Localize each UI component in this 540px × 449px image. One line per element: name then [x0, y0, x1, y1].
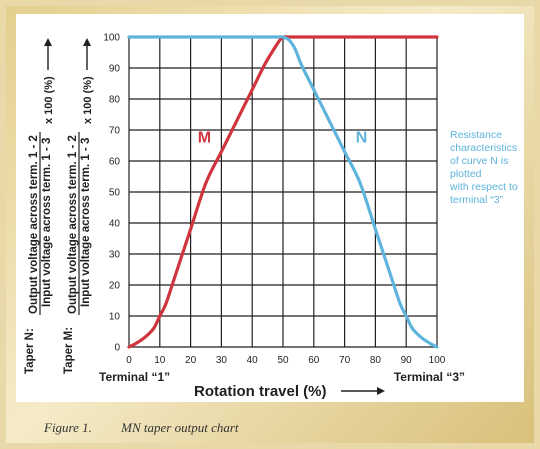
x-tick-label: 30 [216, 355, 228, 366]
y-tick-label: 100 [103, 33, 120, 44]
y-axis-label-taper-m: Taper M: Output voltage across term. 1 - … [63, 38, 94, 374]
x-tick-label: 100 [429, 355, 446, 366]
x-tick-label: 50 [277, 355, 289, 366]
y-tick-label: 50 [109, 188, 121, 199]
y-label-denominator: Input voltage across term. 1 - 3 [80, 138, 92, 307]
caption-title: MN taper output chart [121, 420, 239, 435]
y-tick-label: 90 [109, 64, 121, 75]
annotation-line: plotted [450, 168, 482, 180]
caption-figure-number: Figure 1. [44, 420, 92, 435]
annotation-line: Resistance [450, 129, 502, 141]
series-n-line [127, 35, 439, 349]
terminal-3-label: Terminal “3” [394, 370, 465, 384]
y-tick-label: 20 [109, 281, 121, 292]
y-axis-label-taper-n: Taper N: Output voltage across term. 1 - … [24, 38, 55, 374]
y-label-numerator: Output voltage across term. 1 - 2 [67, 135, 79, 314]
annotation-line: terminal “3” [450, 194, 504, 206]
figure-caption: Figure 1. MN taper output chart [44, 420, 239, 436]
x-tick-label: 80 [370, 355, 382, 366]
y-axis-arrowhead [83, 38, 91, 46]
x-tick-label: 20 [185, 355, 197, 366]
series-m-line [127, 35, 439, 349]
y-tick-label: 10 [109, 312, 121, 323]
y-label-suffix: x 100 (%) [43, 76, 55, 124]
y-label-numerator: Output voltage across term. 1 - 2 [28, 135, 40, 314]
series-m-label: M [198, 129, 211, 146]
y-tick-label: 0 [114, 343, 120, 354]
x-axis-title: Rotation travel (%) [194, 383, 327, 400]
annotation-line: of curve N is [450, 155, 508, 167]
y-tick-label: 80 [109, 95, 121, 106]
figure-frame: 0 10 20 30 40 50 60 70 80 90 100 0 10 20 30 40 50 60 70 80 9… [6, 6, 534, 443]
y-tick-label: 70 [109, 126, 121, 137]
y-tick-label: 40 [109, 219, 121, 230]
annotation-line: with respect to [449, 181, 518, 193]
y-label-denominator: Input voltage across term. 1 - 3 [41, 138, 53, 307]
x-tick-label: 60 [308, 355, 320, 366]
y-label-suffix: x 100 (%) [82, 76, 94, 124]
x-tick-label: 0 [126, 355, 132, 366]
y-tick-label: 30 [109, 250, 121, 261]
x-tick-label: 90 [401, 355, 413, 366]
x-tick-label: 40 [247, 355, 259, 366]
chart-panel: 0 10 20 30 40 50 60 70 80 90 100 0 10 20 30 40 50 60 70 80 9… [16, 14, 524, 402]
x-tick-label: 10 [154, 355, 166, 366]
series-n-label: N [356, 129, 368, 146]
y-label-prefix: Taper N: [24, 328, 36, 374]
annotation-line: characteristics [450, 142, 517, 154]
x-tick-label: 70 [339, 355, 351, 366]
y-label-prefix: Taper M: [63, 327, 75, 374]
x-axis-arrowhead [377, 387, 385, 395]
y-tick-label: 60 [109, 157, 121, 168]
mn-taper-chart: 0 10 20 30 40 50 60 70 80 90 100 0 10 20 30 40 50 60 70 80 9… [24, 33, 518, 401]
y-axis-arrowhead [44, 38, 52, 46]
terminal-1-label: Terminal “1” [99, 370, 170, 384]
